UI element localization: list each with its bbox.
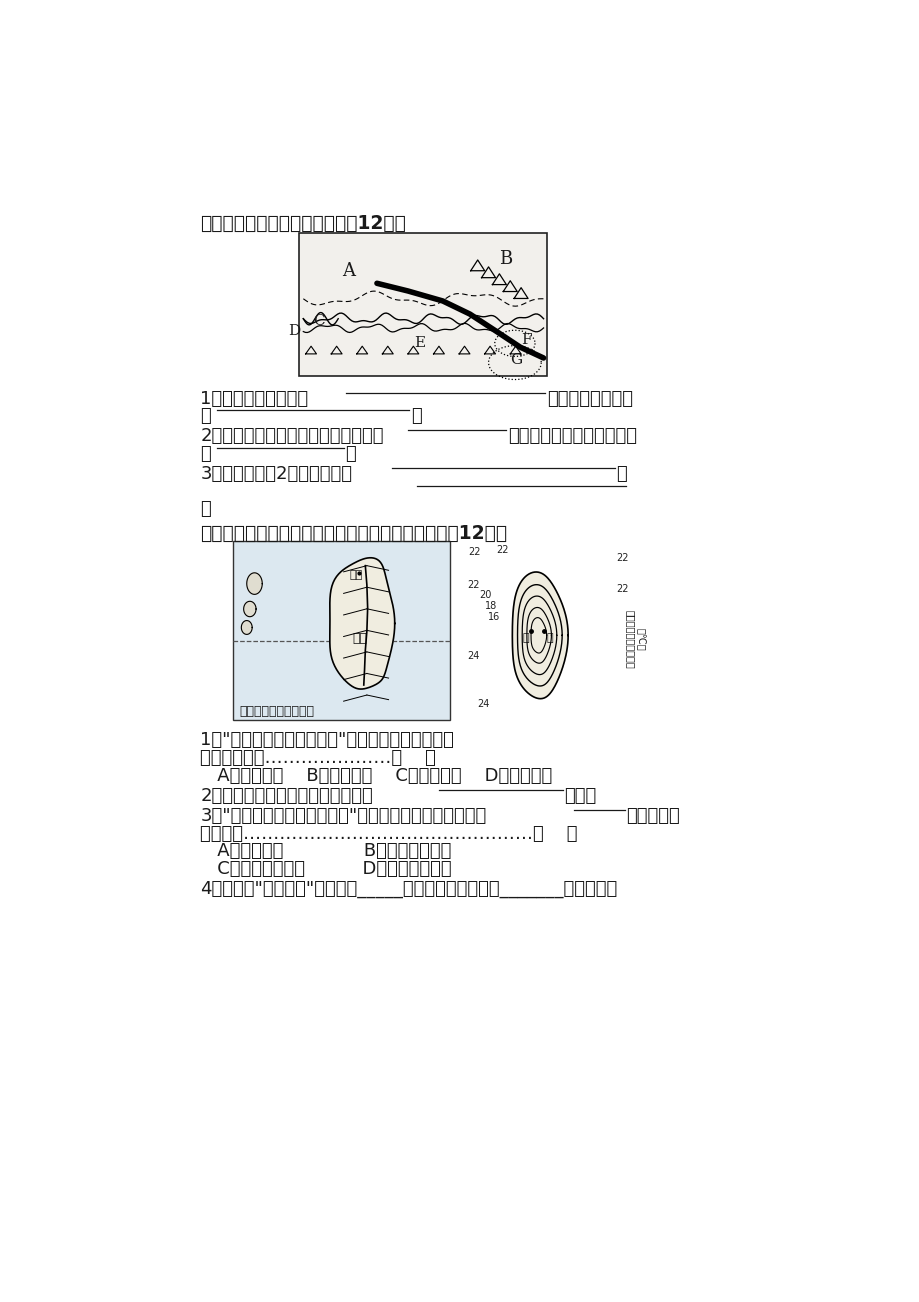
Text: C．经度位置影响          D．海陆位置影响: C．经度位置影响 D．海陆位置影响 <box>200 861 451 878</box>
Text: 2．台湾岛河流短急，蕴藏着丰富的: 2．台湾岛河流短急，蕴藏着丰富的 <box>200 786 372 805</box>
Polygon shape <box>241 621 252 634</box>
Text: 3．写出该省的2个全国之最：: 3．写出该省的2个全国之最： <box>200 465 352 483</box>
Text: 不足，其特有的灌溉设施叫: 不足，其特有的灌溉设施叫 <box>507 427 636 445</box>
Text: 。该省的地形特点: 。该省的地形特点 <box>546 389 632 408</box>
Polygon shape <box>512 572 568 699</box>
Text: 乙: 乙 <box>546 633 552 643</box>
Text: B: B <box>499 250 512 268</box>
Text: 2．限制该省发展农业最重要的问题是: 2．限制该省发展农业最重要的问题是 <box>200 427 383 445</box>
Text: 22: 22 <box>616 553 629 562</box>
Text: 地。其主要: 地。其主要 <box>626 807 679 825</box>
Text: 资源。: 资源。 <box>564 786 596 805</box>
Text: 台湾岛年平均气温分布: 台湾岛年平均气温分布 <box>625 611 635 669</box>
Text: 八、台湾是祖国的宝岛，读下图，回答下列问题：（12分）: 八、台湾是祖国的宝岛，读下图，回答下列问题：（12分） <box>200 525 506 543</box>
Text: 4．台湾有"水果之乡"之称。隔_____海峡与台湾省相望的_______省的居民尝: 4．台湾有"水果之乡"之称。隔_____海峡与台湾省相望的_______省的居民… <box>200 880 617 898</box>
Text: 。: 。 <box>411 408 421 426</box>
Text: C: C <box>313 314 324 328</box>
Text: 原因是受…………………………………………（    ）: 原因是受…………………………………………（ ） <box>200 824 577 842</box>
Text: 16: 16 <box>487 612 500 622</box>
Text: F: F <box>520 333 531 348</box>
Text: 22: 22 <box>616 583 629 594</box>
Text: A: A <box>342 263 355 280</box>
Text: 1．图中该省的全称是: 1．图中该省的全称是 <box>200 389 308 408</box>
Text: 3．"台湾岛年平均气温分布图"中甲、乙两地气温较低的是: 3．"台湾岛年平均气温分布图"中甲、乙两地气温较低的是 <box>200 807 486 825</box>
Bar <box>233 542 449 720</box>
Text: G: G <box>510 353 522 367</box>
Polygon shape <box>244 602 255 617</box>
Text: 22: 22 <box>468 547 481 557</box>
Text: 、: 、 <box>616 465 627 483</box>
Text: 做: 做 <box>200 445 210 464</box>
Text: 。: 。 <box>345 445 356 464</box>
Text: 的主要流向是…………………（    ）: 的主要流向是…………………（ ） <box>200 749 436 767</box>
Polygon shape <box>246 573 262 595</box>
Text: 20: 20 <box>479 590 491 600</box>
Text: 台湾岛河流分布示意图: 台湾岛河流分布示意图 <box>239 704 313 717</box>
Text: 七、读下图，回答下列问题：（12分）: 七、读下图，回答下列问题：（12分） <box>200 214 405 233</box>
Text: 22: 22 <box>466 579 479 590</box>
Polygon shape <box>329 557 394 689</box>
Text: A．自西向东    B．自南向北    C．自东向西    D．自北向南: A．自西向东 B．自南向北 C．自东向西 D．自北向南 <box>200 767 552 785</box>
Text: D: D <box>289 324 301 339</box>
Text: 玉山: 玉山 <box>352 631 367 644</box>
Text: 18: 18 <box>485 602 497 612</box>
Text: 是: 是 <box>200 408 210 426</box>
Text: 台北: 台北 <box>348 570 362 581</box>
Text: A．地势影响              B．纬度位置影响: A．地势影响 B．纬度位置影响 <box>200 842 451 861</box>
Text: 24: 24 <box>476 699 489 710</box>
Text: 24: 24 <box>467 651 480 661</box>
Text: 甲: 甲 <box>522 633 528 643</box>
Text: 22: 22 <box>495 546 508 555</box>
Bar <box>299 233 547 376</box>
Text: 。: 。 <box>200 500 210 518</box>
Text: E: E <box>414 336 425 350</box>
Text: 1．"台湾岛河流分布示意图"显示，台湾岛西部河流: 1．"台湾岛河流分布示意图"显示，台湾岛西部河流 <box>200 732 454 750</box>
Text: （℃）: （℃） <box>635 628 645 651</box>
